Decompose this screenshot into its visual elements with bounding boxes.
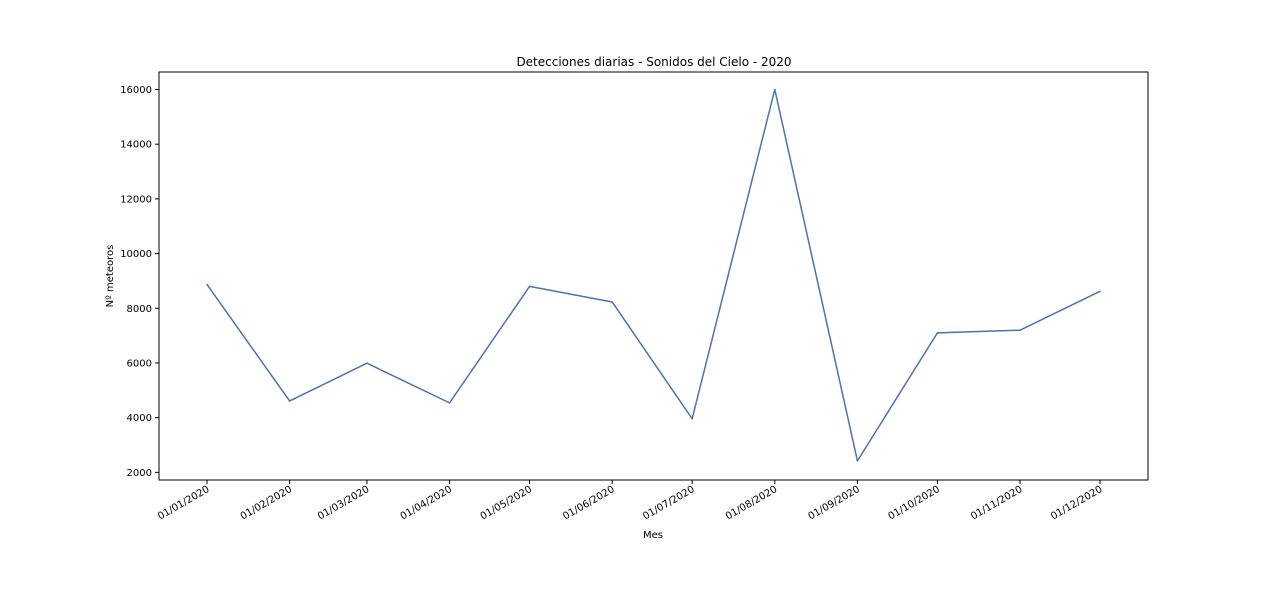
x-tick-label: 01/03/2020 bbox=[316, 484, 371, 522]
y-tick-label: 2000 bbox=[127, 468, 152, 479]
plot-area bbox=[158, 71, 1149, 481]
data-point bbox=[1019, 329, 1021, 331]
y-tick-label: 16000 bbox=[120, 85, 152, 96]
data-point bbox=[366, 362, 368, 364]
x-tick-label: 01/08/2020 bbox=[724, 484, 779, 522]
data-point bbox=[611, 301, 613, 303]
x-tick-label: 01/05/2020 bbox=[479, 484, 534, 522]
x-tick-label: 01/06/2020 bbox=[561, 484, 616, 522]
x-tick-label: 01/09/2020 bbox=[807, 484, 862, 522]
x-axis-label: Mes bbox=[643, 530, 663, 541]
y-tick-label: 6000 bbox=[127, 358, 152, 369]
data-point bbox=[288, 400, 291, 402]
y-tick-label: 12000 bbox=[120, 194, 152, 205]
x-tick-label: 01/11/2020 bbox=[969, 484, 1024, 522]
x-tick-label: 01/12/2020 bbox=[1049, 484, 1104, 522]
y-axis-label: Nº meteoros bbox=[105, 245, 116, 308]
data-point bbox=[206, 283, 208, 286]
y-axis: 2000 4000 6000 8000 10000 12000 14000 16000 bbox=[120, 85, 159, 479]
data-point bbox=[936, 332, 939, 334]
chart-title: Detecciones diarias - Sonidos del Cielo … bbox=[516, 55, 791, 69]
x-tick-label: 01/02/2020 bbox=[239, 484, 294, 522]
y-tick-label: 14000 bbox=[120, 140, 152, 151]
y-tick-label: 10000 bbox=[120, 249, 152, 260]
data-point bbox=[1099, 290, 1101, 293]
y-tick-label: 8000 bbox=[127, 304, 152, 315]
x-axis: 01/01/2020 01/02/2020 01/03/2020 01/04/2020… bbox=[156, 480, 1105, 522]
series-layer bbox=[206, 88, 1101, 462]
data-point bbox=[448, 402, 451, 404]
x-tick-label: 01/01/2020 bbox=[156, 484, 211, 522]
y-tick-label: 4000 bbox=[127, 413, 152, 424]
x-tick-label: 01/04/2020 bbox=[399, 484, 454, 522]
data-point bbox=[691, 417, 693, 420]
data-point bbox=[856, 460, 859, 462]
x-tick-label: 01/07/2020 bbox=[641, 484, 696, 522]
data-point bbox=[528, 285, 531, 288]
series-line bbox=[206, 88, 1101, 462]
data-point bbox=[774, 88, 776, 91]
x-tick-label: 01/10/2020 bbox=[886, 484, 941, 522]
